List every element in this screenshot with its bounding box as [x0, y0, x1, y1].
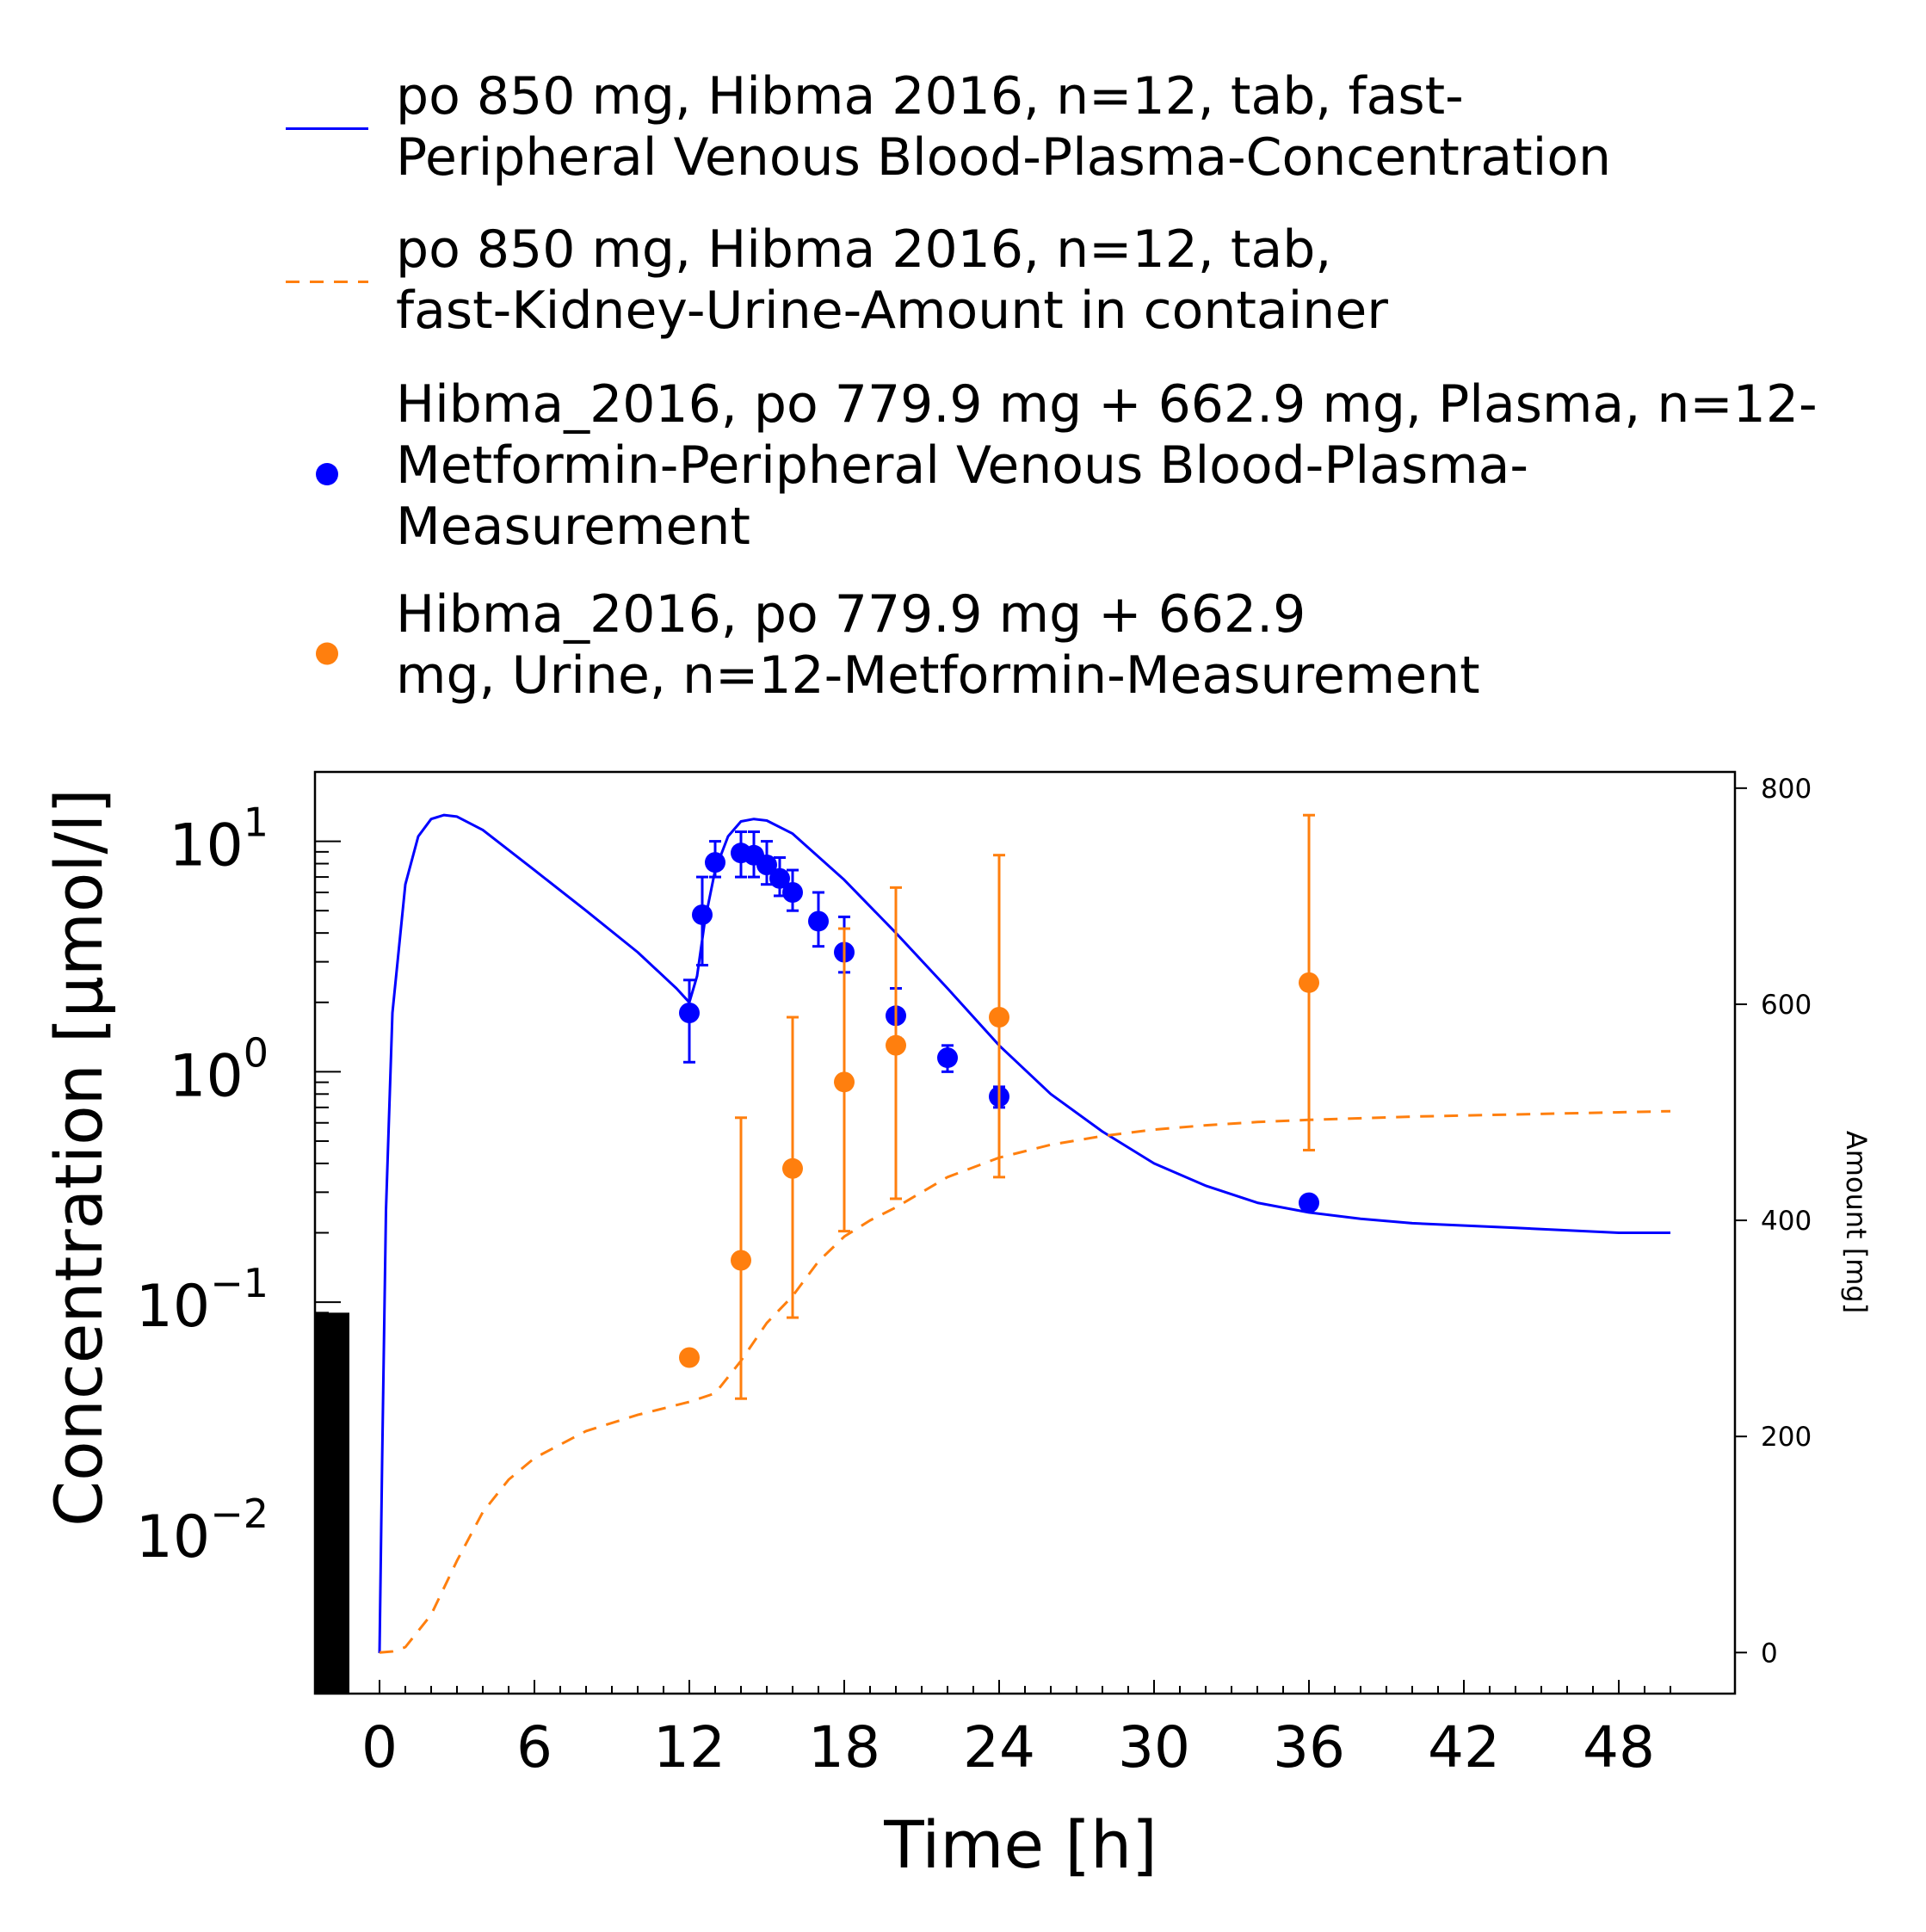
- urine-amount-line: [379, 1109, 1671, 1654]
- series-3: [679, 813, 1319, 1400]
- y-axis: 10−2 10−1 100 101: [136, 771, 341, 1694]
- y2-axis-label: Amount [mg]: [1840, 1131, 1873, 1313]
- y-tick-label: 101: [169, 799, 269, 880]
- x-axis: 0 6 12 18 24 30 36 42 48: [361, 1680, 1671, 1781]
- dosing-bar: [316, 1312, 349, 1693]
- y2-tick-label: 0: [1761, 1638, 1778, 1669]
- y-tick-label: 10−2: [136, 1491, 269, 1571]
- data-point: [769, 867, 790, 889]
- legend-label: Peripheral Venous Blood-Plasma-Concentra…: [396, 127, 1611, 188]
- legend-swatch: [316, 642, 338, 665]
- y2-axis: 0 200 400 600 800: [1735, 774, 1812, 1669]
- x-tick-label: 0: [361, 1714, 398, 1781]
- x-tick-label: 48: [1583, 1714, 1655, 1781]
- plot-area: [313, 770, 1737, 1695]
- data-point: [834, 1071, 855, 1093]
- y2-tick-label: 600: [1761, 990, 1812, 1021]
- legend-entry-2: Hibma_2016, po 779.9 mg + 662.9 mg, Plas…: [316, 374, 1818, 557]
- plasma-concentration-line: [378, 813, 1670, 1653]
- legend-label: po 850 mg, Hibma 2016, n=12, tab, fast-: [396, 66, 1464, 127]
- x-tick-label: 6: [516, 1714, 552, 1781]
- series-1: [379, 1109, 1671, 1654]
- plot-frame: [313, 770, 1737, 1695]
- data-point: [886, 1034, 906, 1056]
- y2-tick-label: 800: [1761, 774, 1812, 805]
- data-point: [1299, 1192, 1319, 1213]
- data-point: [937, 1047, 958, 1069]
- x-tick-label: 12: [653, 1714, 725, 1781]
- data-point: [989, 1007, 1009, 1028]
- legend-label: Hibma_2016, po 779.9 mg + 662.9 mg, Plas…: [396, 374, 1818, 435]
- y-tick-label: 10−1: [136, 1260, 269, 1341]
- x-tick-label: 18: [808, 1714, 880, 1781]
- legend-label: fast-Kidney-Urine-Amount in container: [396, 281, 1388, 341]
- x-axis-label: Time [h]: [883, 1806, 1157, 1883]
- legend-label: mg, Urine, n=12-Metformin-Measurement: [396, 645, 1480, 706]
- data-point: [679, 1003, 700, 1024]
- legend-label: Hibma_2016, po 779.9 mg + 662.9: [396, 584, 1306, 645]
- legend-entry-1: po 850 mg, Hibma 2016, n=12, tab,fast-Ki…: [286, 219, 1388, 341]
- data-point: [782, 882, 803, 904]
- data-point: [1299, 972, 1319, 993]
- x-tick-label: 24: [963, 1714, 1035, 1781]
- y-tick-label: 100: [169, 1029, 269, 1110]
- legend-label: Metformin-Peripheral Venous Blood-Plasma…: [396, 435, 1528, 496]
- x-tick-label: 36: [1273, 1714, 1345, 1781]
- data-point: [808, 910, 829, 932]
- data-point: [782, 1157, 803, 1179]
- legend-label: po 850 mg, Hibma 2016, n=12, tab,: [396, 219, 1331, 280]
- legend-label: Measurement: [396, 497, 750, 557]
- data-point: [756, 855, 777, 876]
- legend-entry-0: po 850 mg, Hibma 2016, n=12, tab, fast-P…: [286, 66, 1611, 188]
- y2-tick-label: 400: [1761, 1206, 1812, 1237]
- legend-swatch: [316, 463, 338, 485]
- x-tick-label: 42: [1428, 1714, 1500, 1781]
- x-tick-label: 30: [1118, 1714, 1190, 1781]
- data-point: [692, 904, 713, 925]
- data-point: [679, 1347, 700, 1368]
- legend-entry-3: Hibma_2016, po 779.9 mg + 662.9mg, Urine…: [316, 584, 1480, 706]
- series-0: [378, 813, 1670, 1653]
- data-point: [705, 852, 725, 873]
- legend: po 850 mg, Hibma 2016, n=12, tab, fast-P…: [286, 66, 1818, 706]
- data-point: [731, 1250, 751, 1271]
- series-2: [679, 830, 1319, 1213]
- y2-tick-label: 200: [1761, 1422, 1812, 1453]
- y-axis-label: Concentration [µmol/l]: [40, 788, 117, 1527]
